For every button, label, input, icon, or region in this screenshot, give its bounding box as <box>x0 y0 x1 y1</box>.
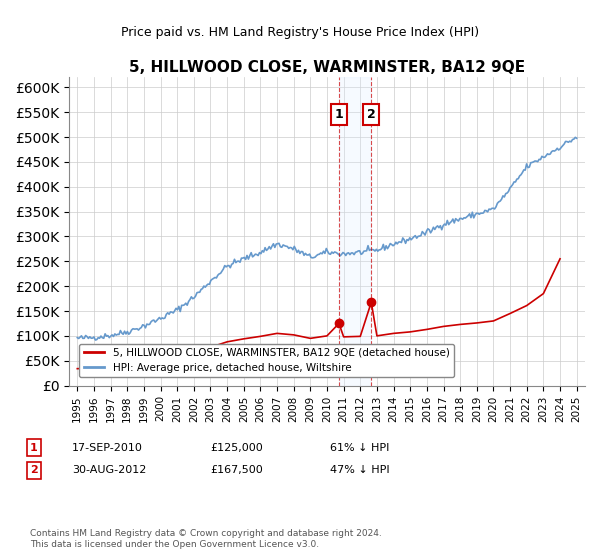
Text: 47% ↓ HPI: 47% ↓ HPI <box>330 465 389 475</box>
Text: £125,000: £125,000 <box>210 443 263 453</box>
Title: 5, HILLWOOD CLOSE, WARMINSTER, BA12 9QE: 5, HILLWOOD CLOSE, WARMINSTER, BA12 9QE <box>129 60 525 75</box>
Text: Contains HM Land Registry data © Crown copyright and database right 2024.
This d: Contains HM Land Registry data © Crown c… <box>30 529 382 549</box>
Text: 17-SEP-2010: 17-SEP-2010 <box>72 443 143 453</box>
Text: 2: 2 <box>30 465 38 475</box>
Text: Price paid vs. HM Land Registry's House Price Index (HPI): Price paid vs. HM Land Registry's House … <box>121 26 479 39</box>
Text: 30-AUG-2012: 30-AUG-2012 <box>72 465 146 475</box>
Legend: 5, HILLWOOD CLOSE, WARMINSTER, BA12 9QE (detached house), HPI: Average price, de: 5, HILLWOOD CLOSE, WARMINSTER, BA12 9QE … <box>79 344 454 377</box>
Text: £167,500: £167,500 <box>210 465 263 475</box>
Text: 1: 1 <box>335 108 343 121</box>
Bar <box>339 77 371 386</box>
Text: 61% ↓ HPI: 61% ↓ HPI <box>330 443 389 453</box>
Text: 2: 2 <box>367 108 376 121</box>
Text: 1: 1 <box>30 443 38 453</box>
